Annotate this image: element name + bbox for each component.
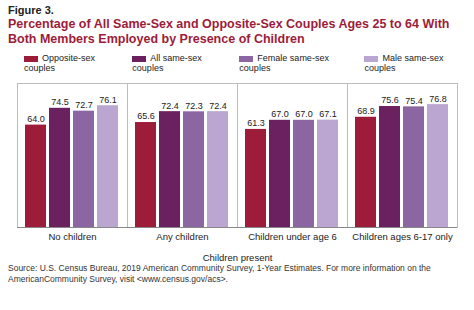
svg-text:64.0: 64.0 bbox=[27, 114, 45, 124]
svg-text:67.1: 67.1 bbox=[319, 109, 337, 119]
html-text:All same-sex couples: All same-sex couples bbox=[132, 53, 202, 73]
svg-text:67.0: 67.0 bbox=[271, 109, 289, 119]
svg-text:68.9: 68.9 bbox=[357, 106, 375, 116]
svg-text:76.8: 76.8 bbox=[429, 94, 447, 104]
html-text:Female same-sex couples: Female same-sex couples bbox=[239, 53, 329, 73]
svg-text:Any children: Any children bbox=[156, 231, 208, 242]
html-text:Percentage of All Same-Sex and: Percentage of All Same-Sex and Opposite-… bbox=[8, 17, 450, 46]
svg-text:Children under age 6: Children under age 6 bbox=[248, 231, 337, 242]
svg-text:61.3: 61.3 bbox=[247, 118, 265, 128]
svg-text:74.5: 74.5 bbox=[51, 97, 69, 107]
html-text:Opposite-sex couples: Opposite-sex couples bbox=[24, 53, 95, 73]
html-text:Male same-sex couples: Male same-sex couples bbox=[364, 53, 444, 73]
svg-text:72.7: 72.7 bbox=[75, 100, 93, 110]
svg-text:65.6: 65.6 bbox=[137, 111, 155, 121]
svg-text:72.4: 72.4 bbox=[161, 101, 179, 111]
svg-text:75.4: 75.4 bbox=[405, 96, 423, 106]
svg-text:72.3: 72.3 bbox=[185, 101, 203, 111]
html-text:Source: U.S. Census Bureau, 20: Source: U.S. Census Bureau, 2019 America… bbox=[8, 263, 431, 284]
svg-text:Children present: Children present bbox=[203, 252, 273, 263]
svg-text:Children ages 6-17 only: Children ages 6-17 only bbox=[352, 231, 453, 242]
html-text:Figure 3.: Figure 3. bbox=[8, 4, 54, 16]
svg-text:75.6: 75.6 bbox=[381, 95, 399, 105]
svg-text:67.0: 67.0 bbox=[295, 109, 313, 119]
svg-text:76.1: 76.1 bbox=[99, 95, 117, 105]
svg-text:No children: No children bbox=[48, 231, 96, 242]
svg-text:72.4: 72.4 bbox=[209, 101, 227, 111]
